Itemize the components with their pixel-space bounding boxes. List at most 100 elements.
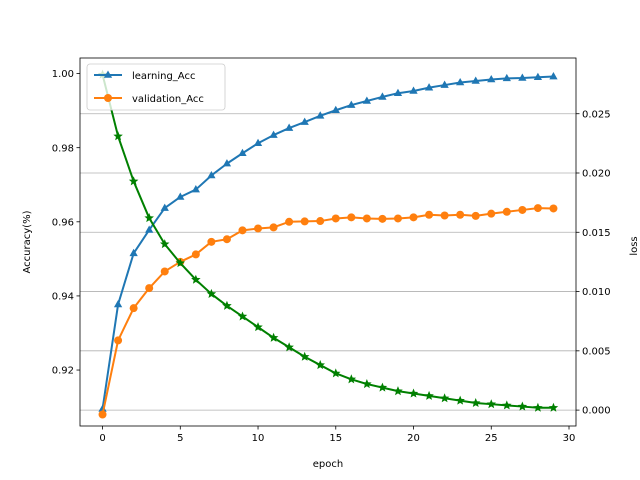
point-validation_Acc-4 <box>160 267 169 276</box>
point-validation_Acc-12 <box>285 217 294 226</box>
point-loss-19 <box>393 386 403 396</box>
y-right-tick-label-3: 0.015 <box>582 228 611 239</box>
point-validation_Acc-20 <box>409 213 418 222</box>
point-validation_Acc-21 <box>425 210 434 219</box>
point-learning_Acc-21 <box>424 83 434 91</box>
point-validation_Acc-8 <box>222 235 231 244</box>
point-learning_Acc-27 <box>518 73 527 81</box>
point-validation_Acc-25 <box>487 209 496 218</box>
point-validation_Acc-28 <box>533 204 542 213</box>
point-validation_Acc-26 <box>502 207 511 216</box>
point-learning_Acc-24 <box>471 76 480 84</box>
point-loss-8 <box>222 300 232 310</box>
y-axis-label-right: loss <box>629 236 640 255</box>
point-loss-21 <box>424 390 434 400</box>
point-learning_Acc-23 <box>456 77 465 86</box>
y-axis-label-left: Accuracy(%) <box>22 210 33 273</box>
point-validation_Acc-9 <box>238 226 247 235</box>
y-right-tick-label-5: 0.025 <box>582 109 611 120</box>
point-loss-4 <box>159 239 170 249</box>
point-loss-20 <box>408 388 419 398</box>
point-learning_Acc-2 <box>129 248 138 257</box>
point-learning_Acc-12 <box>284 123 294 131</box>
point-validation_Acc-15 <box>331 214 340 223</box>
point-learning_Acc-14 <box>316 111 325 119</box>
point-loss-5 <box>175 258 186 268</box>
point-learning_Acc-13 <box>300 117 309 125</box>
point-validation_Acc-16 <box>347 213 356 222</box>
point-learning_Acc-28 <box>533 72 543 81</box>
point-learning_Acc-11 <box>269 130 278 138</box>
y-right-tick-label-4: 0.020 <box>582 169 611 180</box>
point-learning_Acc-5 <box>176 192 185 200</box>
point-validation_Acc-27 <box>518 205 527 214</box>
point-validation_Acc-17 <box>362 214 371 223</box>
point-learning_Acc-4 <box>160 203 169 211</box>
point-learning_Acc-9 <box>238 148 247 157</box>
x-axis-label: epoch <box>313 459 343 470</box>
point-loss-29 <box>548 402 559 412</box>
point-loss-26 <box>502 400 512 410</box>
legend-marker-validation <box>104 94 112 102</box>
point-loss-24 <box>470 398 481 408</box>
point-loss-17 <box>362 379 372 389</box>
axes: 0 5 10 15 20 25 30 0.92 0.94 0.96 0.98 1.00 0.000 0.0… <box>52 69 611 444</box>
y-right-tick-label-2: 0.010 <box>582 287 611 298</box>
point-learning_Acc-26 <box>502 73 511 82</box>
point-loss-3 <box>144 213 154 223</box>
point-learning_Acc-6 <box>191 185 200 193</box>
series-loss <box>97 69 559 412</box>
point-validation_Acc-3 <box>145 284 154 293</box>
legend-label-validation: validation_Acc <box>132 94 204 105</box>
point-loss-9 <box>237 311 248 321</box>
point-learning_Acc-3 <box>145 225 154 233</box>
point-loss-18 <box>377 382 388 392</box>
point-validation_Acc-22 <box>440 211 449 220</box>
point-learning_Acc-18 <box>378 92 387 100</box>
point-validation_Acc-19 <box>393 214 402 223</box>
point-loss-22 <box>439 393 450 403</box>
point-loss-28 <box>533 402 543 412</box>
point-learning_Acc-16 <box>347 100 356 108</box>
x-tick-label-2: 10 <box>252 433 265 444</box>
point-learning_Acc-1 <box>113 299 123 308</box>
x-tick-label-0: 0 <box>99 433 105 444</box>
point-learning_Acc-25 <box>487 74 496 83</box>
point-loss-13 <box>299 351 310 361</box>
point-loss-10 <box>253 322 263 332</box>
point-validation_Acc-2 <box>129 304 138 313</box>
point-loss-11 <box>268 332 279 342</box>
legend-label-learning: learning_Acc <box>132 71 195 82</box>
series-line-loss <box>101 74 554 409</box>
point-loss-2 <box>128 176 139 186</box>
point-loss-7 <box>206 288 217 298</box>
x-tick-label-6: 30 <box>563 433 576 444</box>
point-learning_Acc-29 <box>549 72 558 80</box>
point-learning_Acc-10 <box>253 138 263 147</box>
y-left-tick-label-3: 0.98 <box>52 143 74 154</box>
point-validation_Acc-1 <box>114 336 123 345</box>
series-learning_Acc <box>98 72 558 412</box>
y-right-tick-label-0: 0.000 <box>582 406 611 417</box>
plot-frame <box>79 57 577 427</box>
point-validation_Acc-14 <box>316 217 325 226</box>
point-validation_Acc-0 <box>98 410 107 419</box>
point-learning_Acc-22 <box>440 80 449 88</box>
point-loss-23 <box>455 395 465 405</box>
point-learning_Acc-8 <box>222 159 232 167</box>
point-validation_Acc-23 <box>456 210 465 219</box>
point-learning_Acc-19 <box>393 88 403 96</box>
series-validation_Acc <box>98 204 558 419</box>
point-validation_Acc-29 <box>549 204 558 213</box>
point-validation_Acc-11 <box>269 223 278 232</box>
point-validation_Acc-18 <box>378 214 387 223</box>
point-loss-25 <box>486 399 497 409</box>
y-left-tick-label-1: 0.94 <box>52 292 74 303</box>
point-loss-6 <box>191 274 201 284</box>
point-validation_Acc-13 <box>300 217 309 226</box>
y-right-tick-label-1: 0.005 <box>582 346 611 357</box>
series-line-learning_Acc <box>101 75 554 410</box>
point-learning_Acc-15 <box>331 105 340 114</box>
point-learning_Acc-0 <box>98 404 107 412</box>
x-tick-label-5: 25 <box>485 433 498 444</box>
